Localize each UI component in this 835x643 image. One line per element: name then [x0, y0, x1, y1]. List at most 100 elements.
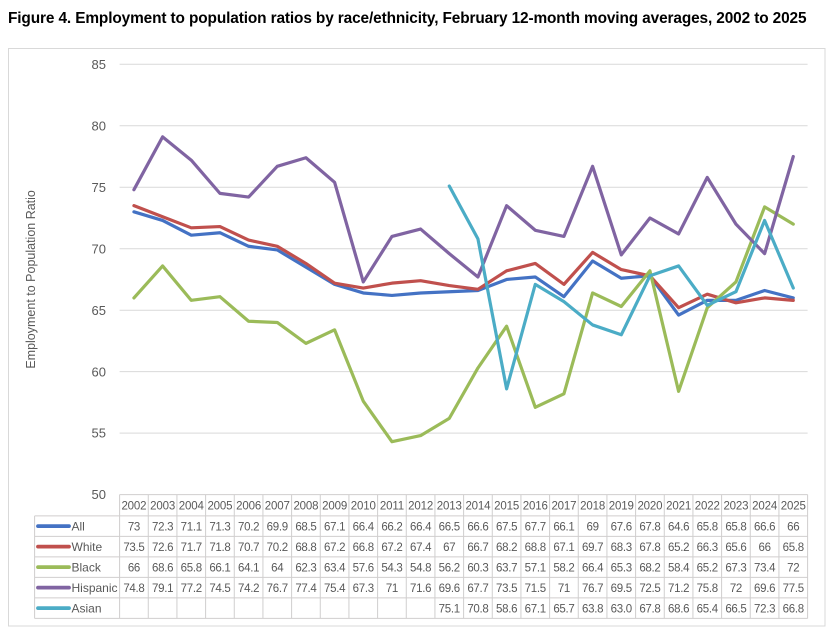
svg-text:2022: 2022	[695, 500, 720, 512]
svg-text:2008: 2008	[293, 500, 318, 512]
svg-text:2009: 2009	[322, 500, 347, 512]
svg-text:66.2: 66.2	[381, 521, 402, 533]
svg-text:67.1: 67.1	[525, 603, 546, 615]
svg-text:Figure 4. Employment to popula: Figure 4. Employment to population ratio…	[8, 10, 807, 27]
svg-text:65.2: 65.2	[697, 562, 718, 574]
svg-text:63.7: 63.7	[496, 562, 517, 574]
svg-text:67.2: 67.2	[381, 542, 402, 554]
svg-text:71.3: 71.3	[209, 521, 230, 533]
svg-text:71.1: 71.1	[181, 521, 202, 533]
svg-text:58.6: 58.6	[496, 603, 517, 615]
svg-text:Black: Black	[72, 560, 102, 574]
svg-text:73: 73	[128, 521, 140, 533]
svg-text:64.6: 64.6	[668, 521, 689, 533]
svg-text:66.4: 66.4	[582, 562, 604, 574]
svg-text:70: 70	[92, 241, 106, 256]
svg-text:60: 60	[92, 364, 106, 379]
svg-text:66.4: 66.4	[410, 521, 432, 533]
svg-text:2016: 2016	[523, 500, 548, 512]
svg-text:69.7: 69.7	[582, 542, 603, 554]
svg-text:2010: 2010	[351, 500, 376, 512]
svg-text:71.6: 71.6	[410, 583, 431, 595]
svg-text:79.1: 79.1	[152, 583, 173, 595]
svg-text:77.4: 77.4	[295, 583, 317, 595]
svg-text:Employment to Population Ratio: Employment to Population Ratio	[24, 190, 38, 369]
svg-text:66.6: 66.6	[467, 521, 488, 533]
svg-text:70.8: 70.8	[467, 603, 488, 615]
svg-text:76.7: 76.7	[582, 583, 603, 595]
svg-text:2014: 2014	[465, 500, 491, 512]
svg-text:69.5: 69.5	[611, 583, 632, 595]
svg-text:2018: 2018	[580, 500, 605, 512]
svg-text:68.5: 68.5	[295, 521, 316, 533]
svg-text:71.7: 71.7	[181, 542, 202, 554]
svg-text:54.3: 54.3	[381, 562, 402, 574]
svg-text:2006: 2006	[236, 500, 261, 512]
svg-text:65.4: 65.4	[697, 603, 719, 615]
svg-text:66.8: 66.8	[783, 603, 804, 615]
svg-text:73.4: 73.4	[754, 562, 776, 574]
svg-text:56.2: 56.2	[439, 562, 460, 574]
svg-text:66.5: 66.5	[725, 603, 746, 615]
svg-text:77.2: 77.2	[181, 583, 202, 595]
svg-text:66.1: 66.1	[209, 562, 230, 574]
svg-text:55: 55	[92, 426, 106, 441]
svg-text:71.5: 71.5	[525, 583, 546, 595]
svg-text:75: 75	[92, 180, 106, 195]
svg-text:68.6: 68.6	[152, 562, 173, 574]
svg-text:2002: 2002	[121, 500, 146, 512]
svg-text:67.1: 67.1	[324, 521, 345, 533]
svg-text:66.3: 66.3	[697, 542, 718, 554]
svg-text:66.7: 66.7	[467, 542, 488, 554]
svg-text:65: 65	[92, 303, 106, 318]
svg-text:2011: 2011	[380, 500, 404, 512]
svg-text:64: 64	[271, 562, 284, 574]
svg-text:74.8: 74.8	[123, 583, 144, 595]
svg-text:2020: 2020	[637, 500, 662, 512]
svg-text:57.6: 57.6	[353, 562, 374, 574]
svg-text:66.5: 66.5	[439, 521, 460, 533]
svg-text:67.8: 67.8	[639, 603, 660, 615]
svg-text:2005: 2005	[207, 500, 232, 512]
svg-text:72: 72	[730, 583, 742, 595]
svg-text:66.6: 66.6	[754, 521, 775, 533]
svg-text:73.5: 73.5	[123, 542, 144, 554]
svg-text:67.3: 67.3	[725, 562, 746, 574]
svg-text:67.3: 67.3	[353, 583, 374, 595]
svg-text:68.2: 68.2	[496, 542, 517, 554]
svg-text:67.5: 67.5	[496, 521, 517, 533]
svg-text:66: 66	[758, 542, 770, 554]
svg-text:80: 80	[92, 118, 106, 133]
svg-text:73.5: 73.5	[496, 583, 517, 595]
svg-text:67.2: 67.2	[324, 542, 345, 554]
svg-text:77.5: 77.5	[783, 583, 804, 595]
svg-text:2019: 2019	[609, 500, 634, 512]
svg-text:2013: 2013	[437, 500, 462, 512]
svg-text:58.2: 58.2	[553, 562, 574, 574]
svg-text:65.6: 65.6	[725, 542, 746, 554]
svg-text:2017: 2017	[551, 500, 576, 512]
svg-text:68.8: 68.8	[525, 542, 546, 554]
svg-text:75.8: 75.8	[697, 583, 718, 595]
svg-text:69: 69	[586, 521, 598, 533]
svg-text:69.6: 69.6	[754, 583, 775, 595]
svg-text:71: 71	[558, 583, 570, 595]
svg-text:72.3: 72.3	[754, 603, 775, 615]
svg-text:68.8: 68.8	[295, 542, 316, 554]
svg-text:67.4: 67.4	[410, 542, 432, 554]
svg-text:67.7: 67.7	[467, 583, 488, 595]
svg-text:67.8: 67.8	[639, 542, 660, 554]
svg-text:66: 66	[787, 521, 799, 533]
svg-text:Asian: Asian	[72, 601, 102, 615]
svg-text:All: All	[72, 519, 85, 533]
svg-text:74.5: 74.5	[209, 583, 230, 595]
svg-text:75.4: 75.4	[324, 583, 346, 595]
svg-text:2024: 2024	[752, 500, 778, 512]
svg-text:2023: 2023	[723, 500, 748, 512]
svg-text:2007: 2007	[265, 500, 290, 512]
svg-text:65.8: 65.8	[783, 542, 804, 554]
svg-text:Hispanic: Hispanic	[72, 581, 118, 595]
svg-text:66.1: 66.1	[553, 521, 574, 533]
svg-text:71: 71	[386, 583, 398, 595]
svg-text:69.9: 69.9	[267, 521, 288, 533]
